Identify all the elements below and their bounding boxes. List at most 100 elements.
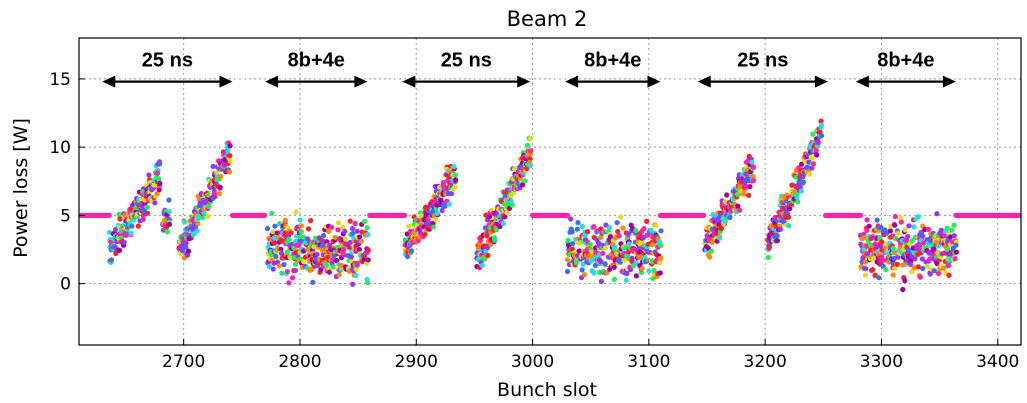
data-point bbox=[799, 161, 805, 167]
data-point bbox=[909, 269, 915, 275]
data-point bbox=[641, 226, 647, 232]
data-point bbox=[288, 255, 294, 261]
data-point bbox=[492, 237, 498, 243]
data-point bbox=[607, 224, 613, 231]
data-point bbox=[927, 256, 933, 262]
data-point bbox=[582, 272, 588, 278]
data-point bbox=[264, 225, 271, 232]
data-point bbox=[157, 181, 163, 187]
data-point bbox=[350, 231, 356, 237]
data-point bbox=[284, 269, 290, 275]
data-point bbox=[402, 212, 408, 218]
arrow-head-right bbox=[647, 75, 661, 88]
data-point bbox=[487, 214, 493, 220]
x-tick-label: 3100 bbox=[627, 352, 670, 372]
data-point bbox=[908, 261, 914, 267]
data-point bbox=[365, 247, 371, 253]
data-point bbox=[906, 223, 912, 229]
y-tick-label: 5 bbox=[60, 206, 71, 226]
data-point bbox=[600, 250, 606, 256]
data-point bbox=[122, 213, 128, 219]
data-point bbox=[905, 234, 911, 240]
x-axis-label: Bunch slot bbox=[497, 379, 597, 401]
data-point bbox=[602, 261, 608, 267]
data-point bbox=[340, 247, 347, 253]
data-point bbox=[819, 133, 825, 139]
x-tick-label: 2900 bbox=[395, 352, 438, 372]
data-point bbox=[927, 271, 933, 277]
data-point bbox=[727, 214, 733, 221]
data-point bbox=[892, 222, 898, 228]
chart-title: Beam 2 bbox=[507, 7, 588, 31]
data-point bbox=[323, 262, 329, 268]
data-point bbox=[293, 209, 299, 215]
data-point bbox=[883, 267, 889, 273]
data-point bbox=[804, 164, 810, 170]
data-point bbox=[502, 214, 508, 220]
data-point bbox=[751, 164, 757, 170]
data-point bbox=[321, 246, 327, 252]
data-point bbox=[439, 207, 445, 214]
data-point bbox=[334, 257, 340, 264]
data-point bbox=[912, 256, 918, 262]
data-point bbox=[113, 226, 119, 233]
data-point bbox=[919, 256, 926, 262]
x-tick-label: 2700 bbox=[162, 352, 205, 372]
data-point bbox=[810, 131, 816, 137]
data-point bbox=[117, 247, 123, 253]
data-point bbox=[152, 200, 158, 206]
data-point bbox=[271, 240, 278, 246]
arrow-head-left bbox=[697, 75, 711, 88]
data-point bbox=[898, 215, 904, 221]
data-point bbox=[946, 262, 952, 269]
data-point bbox=[866, 223, 872, 229]
data-point bbox=[524, 165, 530, 172]
data-point bbox=[430, 224, 437, 230]
data-point bbox=[818, 118, 824, 124]
data-point bbox=[648, 227, 654, 233]
data-point bbox=[325, 228, 332, 235]
data-point bbox=[946, 272, 952, 278]
data-point bbox=[591, 270, 597, 276]
data-point bbox=[785, 214, 792, 220]
data-point bbox=[598, 258, 604, 265]
data-point bbox=[166, 221, 172, 227]
data-point bbox=[640, 234, 646, 241]
data-point bbox=[340, 224, 346, 230]
data-point bbox=[638, 254, 644, 260]
data-point bbox=[342, 228, 348, 234]
data-point bbox=[806, 171, 813, 177]
data-point bbox=[579, 223, 585, 229]
data-point bbox=[815, 139, 821, 145]
data-point bbox=[658, 255, 664, 261]
data-point bbox=[353, 266, 359, 272]
data-point bbox=[352, 220, 358, 227]
y-axis-label: Power loss [W] bbox=[10, 118, 32, 258]
x-tick-label: 2800 bbox=[278, 352, 321, 372]
data-point bbox=[651, 267, 657, 274]
data-point bbox=[628, 266, 634, 273]
data-point bbox=[603, 222, 609, 228]
data-point bbox=[272, 223, 278, 229]
data-point bbox=[931, 268, 937, 274]
data-point bbox=[708, 248, 715, 254]
data-point bbox=[774, 233, 780, 239]
data-point bbox=[934, 211, 940, 217]
data-point bbox=[895, 254, 901, 260]
data-point bbox=[915, 214, 921, 220]
data-point bbox=[935, 270, 942, 277]
data-point bbox=[357, 234, 363, 240]
annotation-label: 8b+4e bbox=[877, 50, 934, 72]
data-point bbox=[279, 250, 285, 256]
data-point bbox=[227, 153, 233, 159]
data-point bbox=[451, 164, 457, 170]
data-point bbox=[707, 254, 713, 260]
data-point bbox=[876, 275, 882, 281]
data-point bbox=[952, 256, 958, 262]
data-point bbox=[902, 278, 908, 284]
data-point bbox=[880, 257, 886, 263]
data-point bbox=[574, 226, 580, 232]
data-point bbox=[335, 227, 341, 233]
data-point bbox=[330, 264, 336, 270]
data-point bbox=[308, 218, 314, 224]
